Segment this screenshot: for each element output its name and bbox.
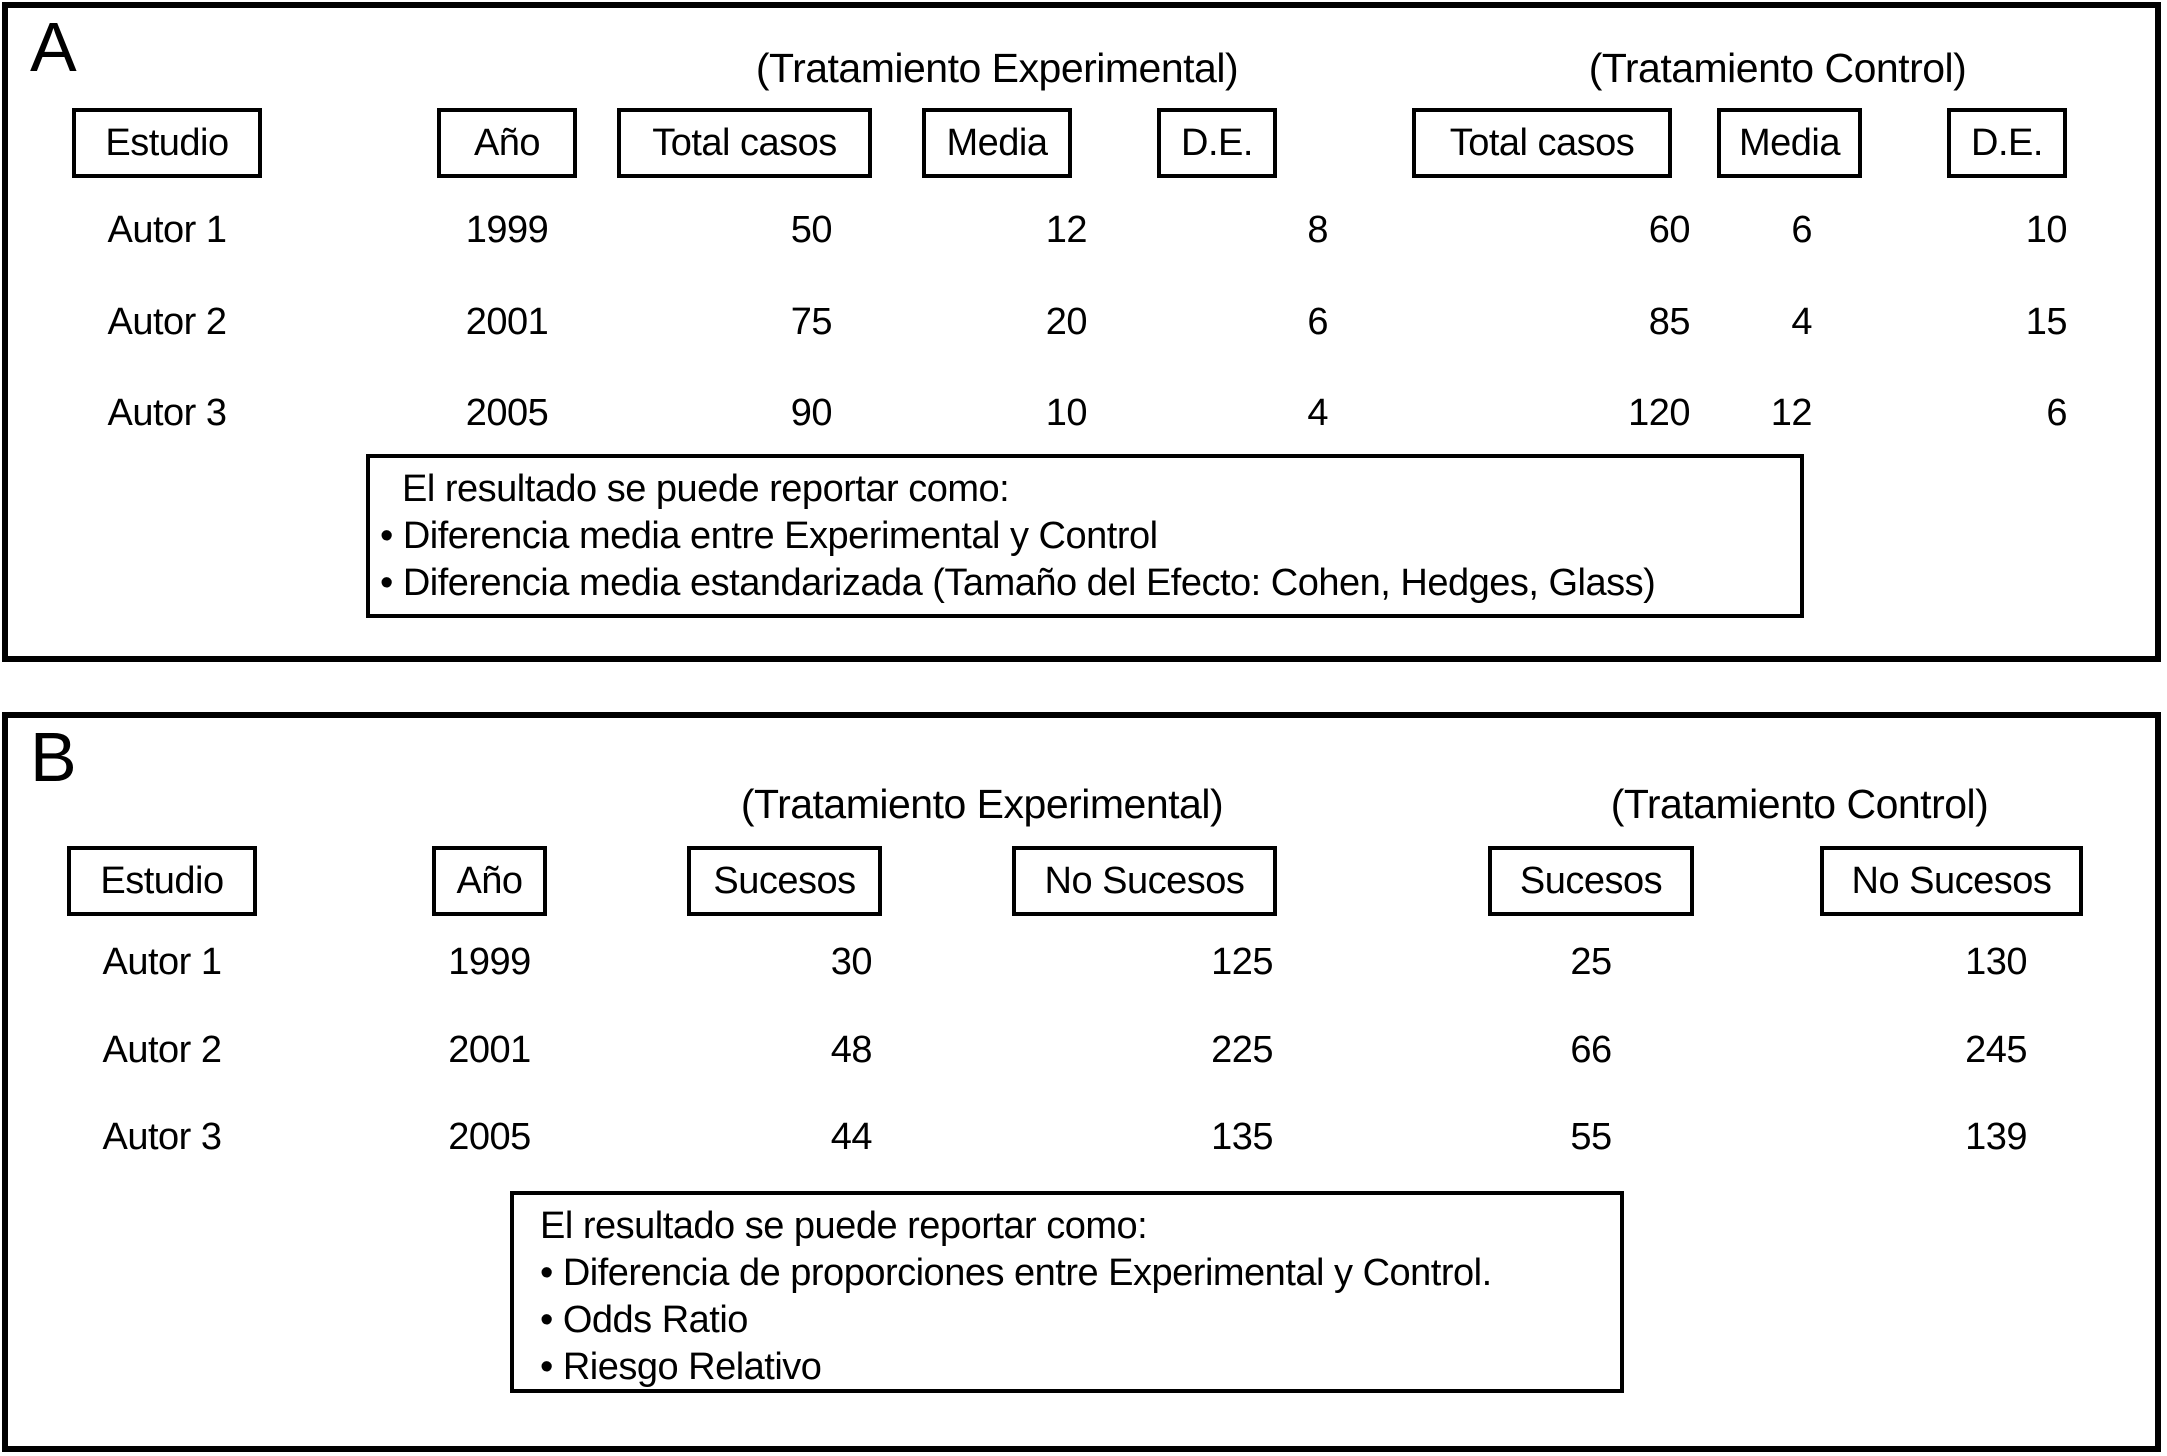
table-row: Autor 1 1999 50 12 8 60 6 10 [8,208,2155,252]
table-row: Autor 2 2001 48 225 66 245 [8,1028,2155,1072]
note-bullet: • Riesgo Relativo [514,1344,1620,1391]
media-ctl-cell: 12 [1770,392,1813,434]
de-ctl-cell: 15 [2025,301,2068,343]
study-cell: Autor 1 [102,941,222,983]
note-bullet: • Diferencia de proporciones entre Experi… [514,1250,1620,1297]
column-header-estudio: Estudio [67,846,257,916]
column-header-sucesos-exp: Sucesos [687,846,882,916]
group-header-control: (Tratamiento Control) [1588,45,1967,91]
study-cell: Autor 2 [107,301,227,343]
media-exp-cell: 10 [1045,392,1088,434]
bullet-icon: • [540,1252,553,1294]
de-ctl-cell: 10 [2025,209,2068,251]
group-header-control: (Tratamiento Control) [1610,781,1989,827]
study-cell: Autor 1 [107,209,227,251]
column-header-de-exp: D.E. [1157,108,1277,178]
column-header-ano: Año [437,108,577,178]
panel-a-label: A [30,8,77,86]
no-sucesos-exp-cell: 135 [1211,1116,1273,1158]
year-cell: 2001 [448,1029,531,1071]
column-header-total-casos-exp: Total casos [617,108,872,178]
panel-a-column-header-row: Estudio Año Total casos Media D.E. Total… [8,108,2155,178]
column-header-total-casos-ctl: Total casos [1412,108,1672,178]
study-cell: Autor 3 [107,392,227,434]
total-casos-ctl-cell: 60 [1648,209,1691,251]
note-bullet-text: Diferencia media estandarizada (Tamaño d… [402,562,1656,604]
panel-a-group-header-row: (Tratamiento Experimental) (Tratamiento … [8,44,2155,92]
panel-b: B (Tratamiento Experimental) (Tratamient… [2,712,2161,1452]
total-casos-exp-cell: 50 [790,209,833,251]
note-bullet: • Diferencia media estandarizada (Tamaño … [370,560,1800,607]
sucesos-exp-cell: 44 [830,1116,873,1158]
column-header-media-ctl: Media [1717,108,1862,178]
note-bullet-text: Diferencia de proporciones entre Experim… [562,1252,1492,1294]
group-header-experimental: (Tratamiento Experimental) [755,45,1239,91]
bullet-icon: • [380,562,393,604]
de-exp-cell: 4 [1307,392,1328,434]
table-row: Autor 3 2005 44 135 55 139 [8,1115,2155,1159]
media-exp-cell: 20 [1045,301,1088,343]
study-cell: Autor 3 [102,1116,222,1158]
total-casos-exp-cell: 90 [790,392,833,434]
no-sucesos-exp-cell: 125 [1211,941,1273,983]
note-bullet-text: Diferencia media entre Experimental y Co… [402,515,1158,557]
panel-a: A (Tratamiento Experimental) (Tratamient… [2,2,2161,662]
note-bullet-text: Riesgo Relativo [562,1346,822,1388]
de-exp-cell: 6 [1307,301,1328,343]
sucesos-ctl-cell: 25 [1570,941,1612,983]
year-cell: 2005 [465,392,549,434]
de-exp-cell: 8 [1307,209,1328,251]
table-row: Autor 3 2005 90 10 4 120 12 6 [8,391,2155,435]
column-header-ano: Año [432,846,547,916]
column-header-no-sucesos-ctl: No Sucesos [1820,846,2083,916]
note-title: El resultado se puede reportar como: [540,1205,1148,1247]
sucesos-exp-cell: 48 [830,1029,873,1071]
year-cell: 1999 [448,941,531,983]
total-casos-ctl-cell: 85 [1648,301,1691,343]
sucesos-ctl-cell: 55 [1570,1116,1612,1158]
table-row: Autor 1 1999 30 125 25 130 [8,940,2155,984]
table-row: Autor 2 2001 75 20 6 85 4 15 [8,300,2155,344]
note-title: El resultado se puede reportar como: [402,468,1010,510]
no-sucesos-ctl-cell: 130 [1965,941,2027,983]
no-sucesos-ctl-cell: 245 [1965,1029,2027,1071]
total-casos-ctl-cell: 120 [1628,392,1690,434]
year-cell: 2001 [465,301,549,343]
column-header-estudio: Estudio [72,108,262,178]
note-bullet: • Diferencia media entre Experimental y C… [370,513,1800,560]
sucesos-ctl-cell: 66 [1570,1029,1612,1071]
year-cell: 2005 [448,1116,531,1158]
panel-b-column-header-row: Estudio Año Sucesos No Sucesos Sucesos N… [8,846,2155,916]
note-bullet: • Odds Ratio [514,1297,1620,1344]
media-ctl-cell: 6 [1791,209,1812,251]
column-header-media-exp: Media [922,108,1072,178]
total-casos-exp-cell: 75 [790,301,833,343]
group-header-experimental: (Tratamiento Experimental) [740,781,1224,827]
bullet-icon: • [540,1346,553,1388]
media-ctl-cell: 4 [1791,301,1812,343]
de-ctl-cell: 6 [2046,392,2067,434]
panel-b-group-header-row: (Tratamiento Experimental) (Tratamiento … [8,780,2155,828]
bullet-icon: • [540,1299,553,1341]
column-header-sucesos-ctl: Sucesos [1488,846,1694,916]
column-header-de-ctl: D.E. [1947,108,2067,178]
note-bullet-text: Odds Ratio [562,1299,749,1341]
no-sucesos-exp-cell: 225 [1211,1029,1273,1071]
media-exp-cell: 12 [1045,209,1088,251]
study-cell: Autor 2 [102,1029,222,1071]
panel-b-note-box: El resultado se puede reportar como: • Di… [510,1191,1624,1393]
no-sucesos-ctl-cell: 139 [1965,1116,2027,1158]
panel-a-note-box: El resultado se puede reportar como: • Di… [366,454,1804,618]
bullet-icon: • [380,515,393,557]
panel-b-label: B [30,718,77,796]
column-header-no-sucesos-exp: No Sucesos [1012,846,1277,916]
year-cell: 1999 [465,209,549,251]
sucesos-exp-cell: 30 [830,941,873,983]
